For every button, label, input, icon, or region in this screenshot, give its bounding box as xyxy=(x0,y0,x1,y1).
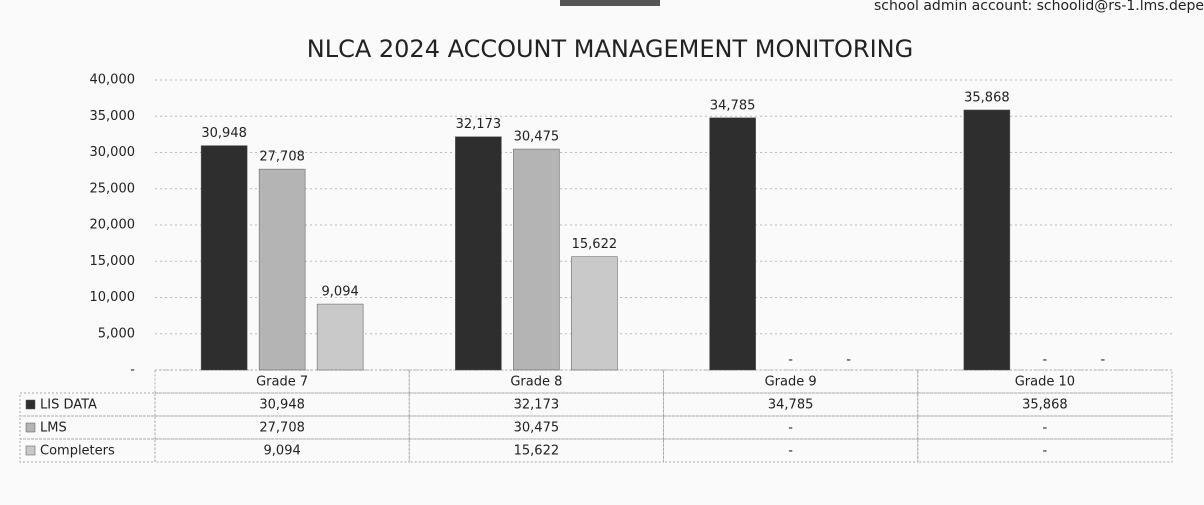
y-tick-label: 20,000 xyxy=(90,218,136,233)
table-value: - xyxy=(1043,444,1048,459)
table-value: - xyxy=(1043,421,1048,436)
data-label: 27,708 xyxy=(259,150,305,165)
table-value: 32,173 xyxy=(514,398,560,413)
table-cell xyxy=(917,369,1173,394)
table-value: 34,785 xyxy=(768,398,814,413)
table-cell xyxy=(663,438,919,463)
data-label: 9,094 xyxy=(322,285,359,300)
legend-swatch xyxy=(25,445,36,456)
data-label: 30,475 xyxy=(514,130,560,145)
y-tick-label: 35,000 xyxy=(90,109,136,124)
table-value: 15,622 xyxy=(514,444,560,459)
y-tick-label: 25,000 xyxy=(90,181,136,196)
table-cell xyxy=(408,415,664,440)
table-value: 35,868 xyxy=(1022,398,1068,413)
bar xyxy=(571,256,618,371)
bar xyxy=(200,145,248,371)
data-label: - xyxy=(788,353,793,368)
data-label: 35,868 xyxy=(964,90,1010,105)
table-cell xyxy=(19,392,156,417)
table-cell xyxy=(19,415,156,440)
legend-label: LMS xyxy=(40,421,67,436)
bar xyxy=(316,303,364,371)
table-cell xyxy=(19,438,156,463)
bar xyxy=(513,148,560,371)
bar xyxy=(455,136,502,371)
table-cell xyxy=(408,392,664,417)
table-value: 30,948 xyxy=(259,398,305,413)
data-label: 15,622 xyxy=(572,237,618,252)
table-cell xyxy=(663,415,919,440)
table-value: 27,708 xyxy=(259,421,305,436)
data-label: 32,173 xyxy=(456,117,502,132)
legend-swatch xyxy=(25,399,36,410)
table-cell xyxy=(917,392,1173,417)
data-label: - xyxy=(846,353,851,368)
legend-label: LIS DATA xyxy=(40,398,97,413)
chart-title: NLCA 2024 ACCOUNT MANAGEMENT MONITORING xyxy=(307,35,913,63)
data-label: 30,948 xyxy=(201,126,247,141)
y-tick-label: 10,000 xyxy=(90,290,136,305)
table-cell xyxy=(154,392,410,417)
data-label: - xyxy=(1043,353,1048,368)
table-cell xyxy=(917,438,1173,463)
y-tick-label: 30,000 xyxy=(90,145,136,160)
x-tick-label: Grade 9 xyxy=(765,375,817,390)
table-cell xyxy=(663,392,919,417)
table-value: - xyxy=(788,444,793,459)
x-tick-label: Grade 8 xyxy=(510,375,562,390)
table-cell xyxy=(154,415,410,440)
data-label: 34,785 xyxy=(710,98,756,113)
table-value: 30,475 xyxy=(514,421,560,436)
bar xyxy=(258,168,306,371)
y-tick-label: 15,000 xyxy=(90,254,136,269)
bar xyxy=(709,117,756,371)
header-block xyxy=(560,0,660,6)
legend-label: Completers xyxy=(40,444,115,459)
x-tick-label: Grade 7 xyxy=(256,375,308,390)
header-text: school admin account: schoolid@rs-1.lms.… xyxy=(874,0,1204,14)
table-cell xyxy=(154,369,410,394)
table-cell xyxy=(154,438,410,463)
table-value: 9,094 xyxy=(264,444,301,459)
table-cell xyxy=(663,369,919,394)
table-cell xyxy=(917,415,1173,440)
bar xyxy=(963,109,1011,371)
y-tick-label: - xyxy=(130,363,135,378)
data-label: - xyxy=(1101,353,1106,368)
y-tick-label: 5,000 xyxy=(98,326,135,341)
y-tick-label: 40,000 xyxy=(90,73,136,88)
table-cell xyxy=(408,369,664,394)
legend-swatch xyxy=(25,422,36,433)
table-cell xyxy=(408,438,664,463)
x-tick-label: Grade 10 xyxy=(1015,375,1075,390)
table-value: - xyxy=(788,421,793,436)
